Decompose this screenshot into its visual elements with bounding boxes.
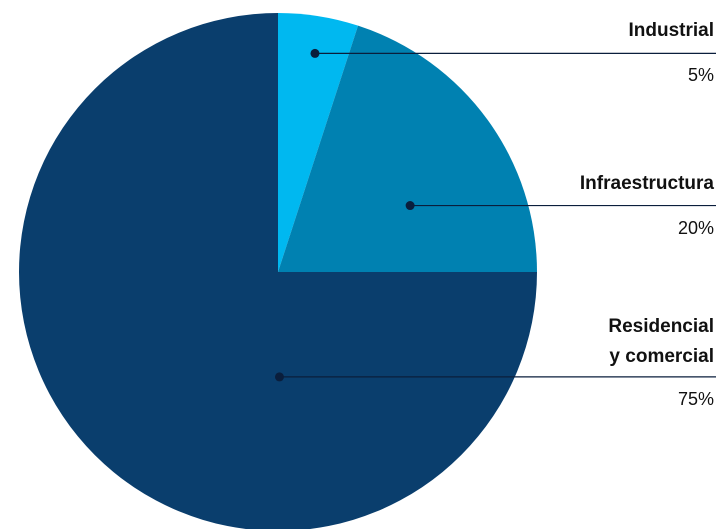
slice-annotations: Industrial 5% Infraestructura 20% Residencia… xyxy=(274,20,716,409)
category-label-industrial: Industrial xyxy=(628,20,714,41)
category-label-line: Industrial xyxy=(628,20,714,41)
category-label-line: y comercial xyxy=(609,346,714,367)
category-label-line: Residencial xyxy=(608,316,714,337)
pie-slices xyxy=(19,13,537,529)
pie-slice-infraestructura xyxy=(278,25,537,273)
value-label-industrial: 5% xyxy=(688,65,714,85)
category-label-line: Infraestructura xyxy=(580,173,715,194)
value-label-infraestructura: 20% xyxy=(678,218,714,238)
pie-slice-industrial xyxy=(278,13,359,272)
pie-slice-residencial-y-comercial xyxy=(19,13,537,529)
category-label-infraestructura: Infraestructura xyxy=(580,173,715,194)
marker-dot-infraestructura xyxy=(405,201,415,211)
category-label-residencial-y-comercial: Residencial y comercial xyxy=(608,316,714,367)
value-label-residencial-y-comercial: 75% xyxy=(678,389,714,409)
marker-dot-industrial xyxy=(310,48,320,58)
marker-dot-residencial-y-comercial xyxy=(274,372,284,382)
